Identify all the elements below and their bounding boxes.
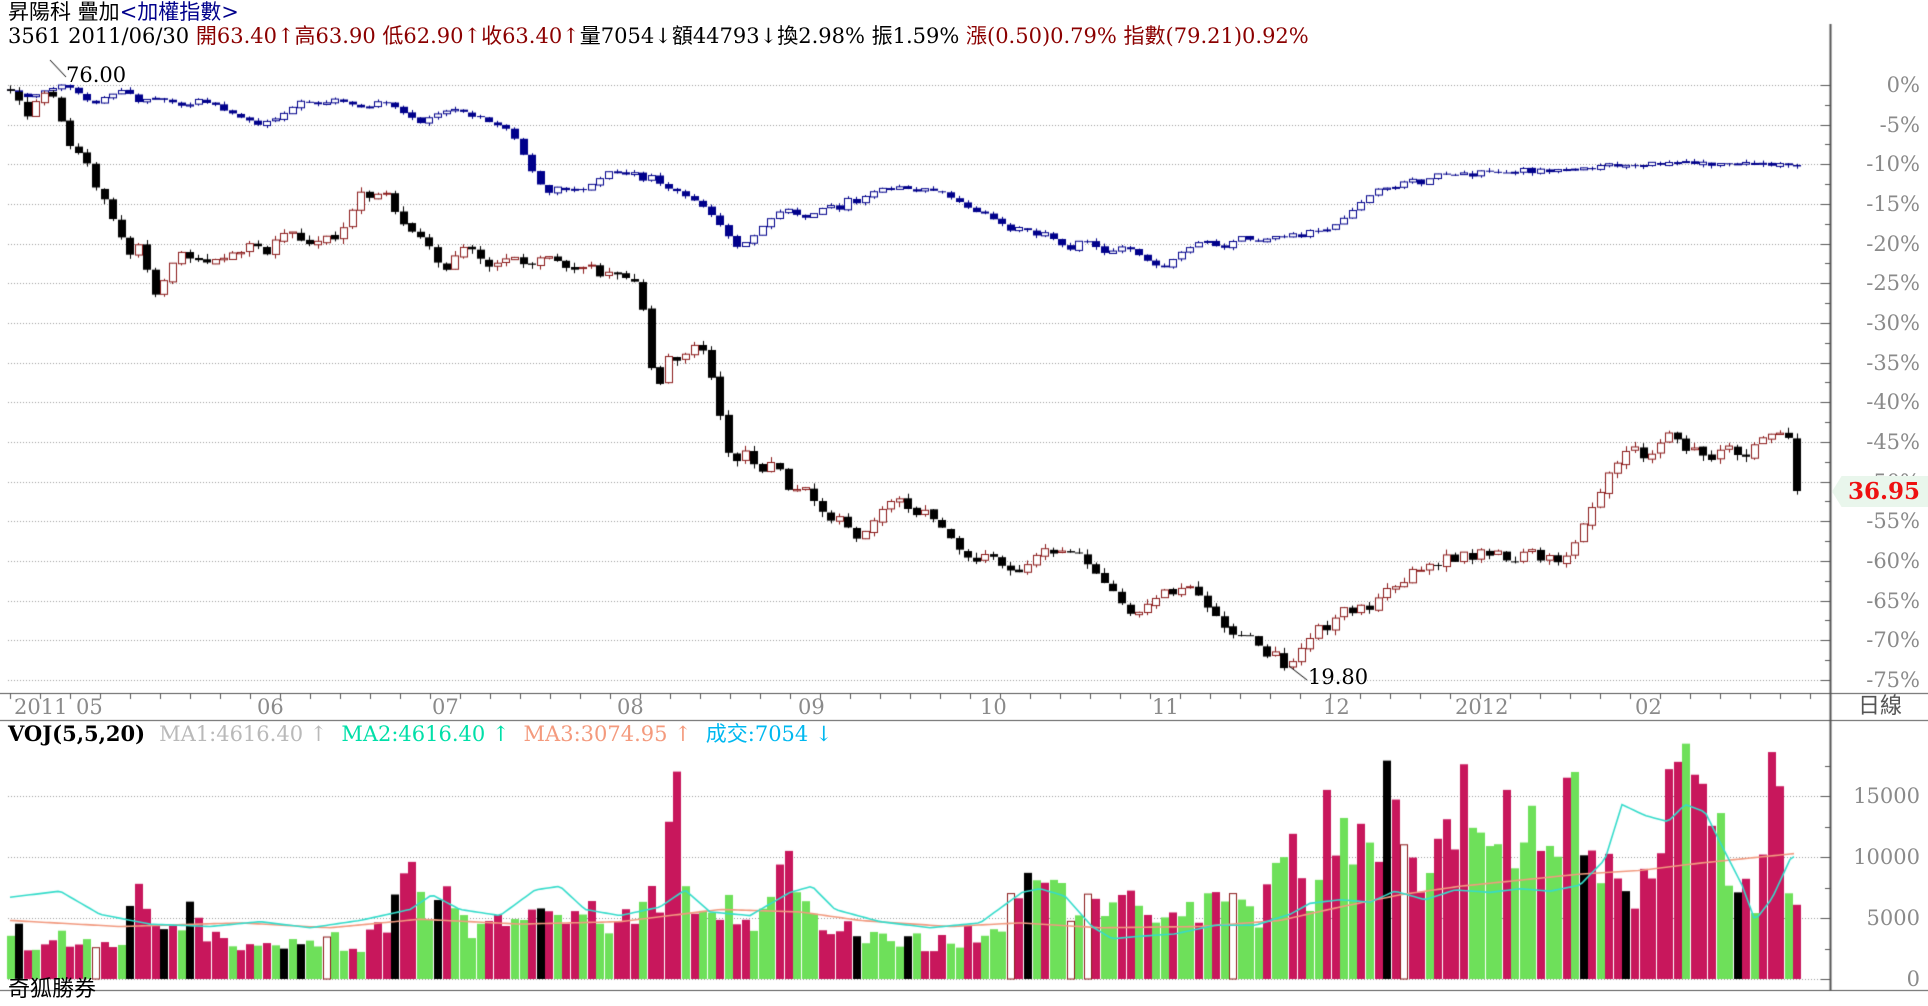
volume-turnover-values: 量7054↓額44793↓換2.98% 振1.59% [579,24,966,48]
percent-tick-label: -60% [1866,549,1920,573]
trough-price-label: 19.80 [1308,665,1369,689]
percent-tick-label: -15% [1866,192,1920,216]
volume-tick-label: 10000 [1853,845,1920,869]
month-label: 08 [617,695,644,719]
percent-tick-label: -40% [1866,390,1920,415]
percent-tick-label: -20% [1866,231,1920,256]
volume-header: VOJ(5,5,20) MA1:4616.40 ↑ MA2:4616.40 ↑ MA3… [8,721,847,747]
last-price-value: 36.95 [1847,478,1921,505]
volume-tick-label: 15000 [1853,784,1920,808]
percent-tick-label: -70% [1866,628,1920,653]
percent-tick-label: -45% [1866,430,1920,454]
month-label: 06 [257,695,284,719]
ma3-label: MA3:3074.95 ↑ [523,722,692,746]
peak-price-label: 76.00 [66,63,127,87]
percent-tick-label: -25% [1866,271,1920,296]
stock-name: 昇陽科 疊加 [8,0,120,24]
ohlc-values: 開63.40↑高63.90 低62.90↑收63.40↑ [195,24,580,48]
ma1-label: MA1:4616.40 ↑ [159,722,328,746]
month-label: 2012 [1455,695,1509,719]
symbol-date: 3561 2011/06/30 [8,24,196,48]
volume-formula-label: VOJ(5,5,20) [8,721,146,746]
percent-tick-label: -10% [1866,152,1920,177]
chart-title: 昇陽科 疊加<加權指數> [8,0,239,24]
month-label: 2011 [14,695,68,719]
turnover-label: 成交:7054 ↓ [705,722,833,746]
month-label: 09 [798,695,825,719]
change-values: 漲(0.50)0.79% 指數(79.21)0.92% [966,24,1309,48]
overlay-index-name: <加權指數> [119,0,239,24]
month-label: 07 [432,695,459,719]
month-label: 11 [1152,695,1179,719]
ma2-label: MA2:4616.40 ↑ [341,722,510,746]
percent-tick-label: -5% [1879,112,1920,137]
percent-tick-label: -75% [1866,668,1920,692]
percent-tick-label: -35% [1866,350,1920,375]
month-label: 12 [1323,695,1350,719]
watermark: 奇狐勝券 [8,977,97,1002]
percent-tick-label: 0% [1886,73,1920,97]
month-label: 05 [76,695,103,719]
quote-info-bar: 3561 2011/06/30 開63.40↑高63.90 低62.90↑收63… [8,24,1309,48]
volume-tick-label: 5000 [1866,906,1920,930]
last-price-tag: 36.95 [1832,476,1928,507]
volume-tick-label: 0 [1906,967,1920,991]
period-label: 日線 [1857,694,1902,719]
percent-tick-label: -65% [1866,588,1920,613]
month-label: 02 [1635,695,1662,719]
percent-tick-label: -55% [1866,509,1920,534]
month-label: 10 [980,695,1007,719]
percent-tick-label: -30% [1866,311,1920,335]
